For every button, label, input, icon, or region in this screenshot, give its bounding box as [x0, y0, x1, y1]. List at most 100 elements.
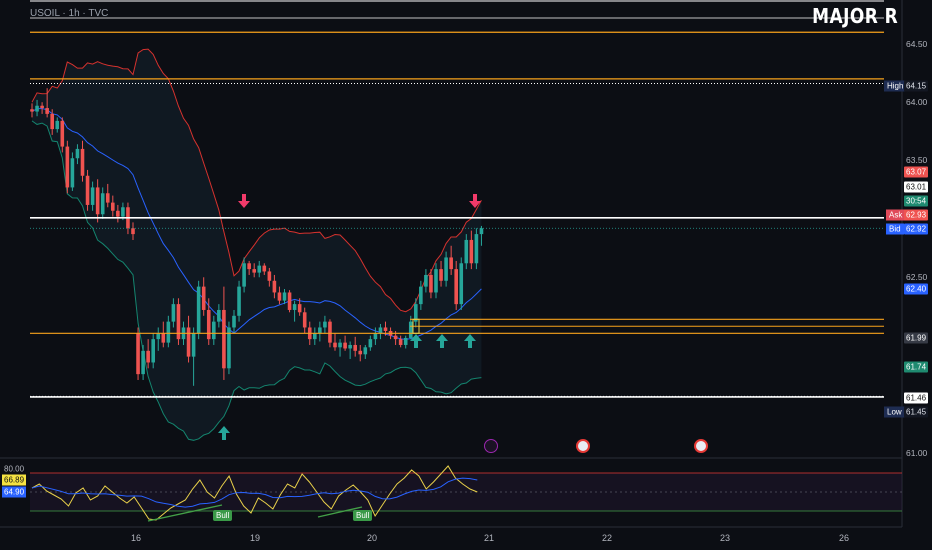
- up-arrow-signal: [440, 341, 444, 348]
- candle-body: [338, 342, 342, 348]
- price-label: 61.00: [906, 448, 928, 458]
- candle-body: [353, 344, 357, 351]
- candle-body: [116, 210, 120, 217]
- candle-body: [141, 350, 145, 375]
- candle-body: [186, 327, 191, 357]
- down-arrow-signal: [473, 194, 477, 201]
- price-tag-61-46: 61.46: [904, 392, 929, 404]
- candle-body: [378, 327, 383, 334]
- bull-divergence-line: [147, 504, 223, 522]
- candle-body: [45, 108, 49, 114]
- candle-body: [237, 286, 241, 316]
- candle-body: [277, 292, 282, 301]
- rsi-line: [31, 465, 478, 521]
- up-arrow-signal: [468, 341, 472, 348]
- down-arrow-signal: [238, 201, 250, 208]
- bollinger-fill: [32, 49, 482, 441]
- candle-body: [318, 327, 322, 334]
- candle-body: [363, 347, 368, 355]
- candle-body: [398, 339, 403, 345]
- candle-body: [469, 239, 474, 264]
- bollinger-upper-band: [31, 48, 482, 313]
- candle-body: [408, 321, 413, 338]
- candle-body: [146, 350, 150, 363]
- bid-tag-label: Bid: [886, 223, 904, 235]
- time-label: 19: [249, 533, 261, 543]
- candle-body: [252, 269, 256, 273]
- rsi-ma-tag: 64.90: [2, 486, 27, 498]
- ask-tag-label: Ask: [886, 209, 906, 221]
- candle-body: [424, 274, 428, 287]
- candle-body: [227, 327, 231, 369]
- rsi-upper-level: 80.00: [4, 464, 25, 474]
- event-flash-icon[interactable]: [484, 439, 498, 453]
- candle-body: [85, 175, 90, 205]
- event-us-flag-icon[interactable]: [694, 439, 708, 453]
- candle-body: [166, 321, 171, 343]
- time-label: 21: [483, 533, 495, 543]
- candle-body: [454, 269, 458, 305]
- candle-body: [257, 265, 262, 273]
- up-arrow-signal: [436, 334, 448, 341]
- candle-body: [444, 257, 448, 281]
- candle-body: [403, 337, 408, 345]
- countdown-tag: 30:54: [904, 195, 929, 207]
- candle-body: [343, 342, 347, 349]
- candle-body: [333, 342, 337, 348]
- candle-body: [368, 339, 373, 348]
- high-tag-label: High: [884, 80, 907, 92]
- price-label: 64.50: [906, 39, 928, 49]
- candle-body: [313, 333, 317, 340]
- candle-body: [297, 304, 302, 313]
- candle-body: [373, 333, 378, 340]
- candle-body: [429, 274, 433, 293]
- candle-body: [156, 333, 161, 340]
- time-label: 16: [130, 533, 142, 543]
- candle-body: [95, 187, 100, 215]
- candle-body: [100, 193, 105, 215]
- candle-body: [282, 292, 287, 301]
- bull-label: Bull: [213, 510, 233, 521]
- down-arrow-signal: [469, 201, 481, 208]
- price-tag-61-99: 61.99: [904, 332, 929, 344]
- event-us-flag-icon[interactable]: [576, 439, 590, 453]
- candle-body: [217, 309, 221, 322]
- candle-body: [121, 207, 125, 217]
- candle-body: [196, 286, 201, 334]
- overlay-title: MAJOR R: [812, 4, 898, 28]
- candle-body: [111, 202, 115, 211]
- candle-body: [348, 344, 352, 349]
- candle-body: [171, 304, 176, 322]
- up-arrow-signal: [464, 334, 476, 341]
- high-tag-value: 64.15: [904, 80, 929, 92]
- candle-body: [35, 105, 39, 112]
- candle-body: [464, 239, 469, 264]
- candle-body: [50, 113, 54, 130]
- candle-body: [358, 350, 363, 355]
- bid-tag-value: 62.92: [904, 223, 929, 235]
- candle-body: [474, 234, 479, 264]
- candle-body: [105, 193, 110, 203]
- candle-body: [479, 228, 484, 235]
- candle-body: [151, 339, 155, 363]
- time-label: 23: [719, 533, 731, 543]
- candle-body: [65, 146, 70, 188]
- candle-body: [434, 269, 438, 293]
- candle-body: [267, 271, 272, 281]
- candle-body: [80, 148, 85, 176]
- candle-body: [287, 292, 292, 310]
- candle-body: [40, 105, 44, 109]
- candle-body: [222, 309, 226, 369]
- candle-body: [272, 280, 277, 293]
- price-tag-63-07: 63.07: [904, 166, 929, 178]
- low-tag-label: Low: [884, 406, 905, 418]
- candle-body: [60, 120, 65, 147]
- up-arrow-signal: [410, 334, 422, 341]
- candle-body: [212, 321, 216, 340]
- candle-body: [242, 263, 246, 287]
- candle-body: [449, 257, 453, 270]
- candle-body: [414, 304, 418, 322]
- time-label: 22: [601, 533, 613, 543]
- candle-body: [30, 109, 34, 112]
